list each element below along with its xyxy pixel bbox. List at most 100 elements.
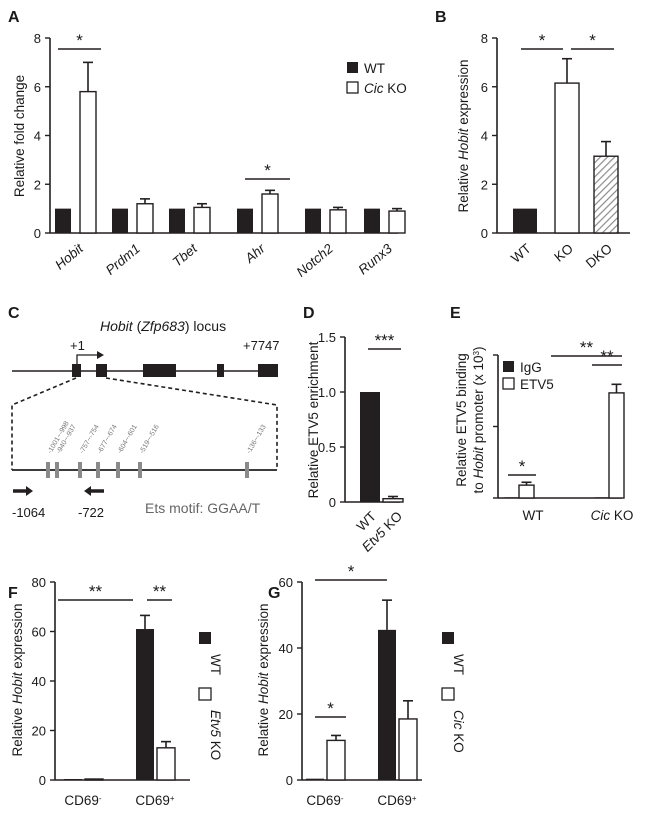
exon-3 <box>143 364 176 377</box>
x-category-label: CD69- <box>64 793 102 808</box>
x-category-label: Runx3 <box>355 240 395 277</box>
bar-ko <box>326 739 346 781</box>
ets-site-mark <box>245 462 249 478</box>
legend-igg-swatch <box>503 361 514 372</box>
exon-5 <box>258 364 278 377</box>
bar-igg <box>504 497 520 499</box>
ets-site-label: -136~-133 <box>246 424 268 455</box>
panel-b-chart: Relative Hobit expression 0 2 4 6 8 WT KO DKO * * <box>456 31 630 271</box>
legend-cic-ko-label-g: Cic KO <box>451 710 466 753</box>
legend-wt-swatch <box>347 62 358 73</box>
panel-g-y-tick-label: 20 <box>279 707 293 722</box>
panel-g-ylabel: Relative Hobit expression <box>256 603 271 756</box>
bar-wt <box>64 779 82 780</box>
panel-e-ylabel-line1: Relative ETV5 binding <box>454 353 469 487</box>
panel-b-ylabel: Relative Hobit expression <box>456 59 471 212</box>
zoom-connector-right <box>105 377 278 470</box>
panel-f-legend: WT Etv5 KO <box>198 632 223 760</box>
panel-letter-g: G <box>268 585 280 602</box>
panel-letter-a: A <box>8 9 20 26</box>
bar-cic-ko <box>388 210 406 234</box>
primer-right-label: -722 <box>78 505 104 520</box>
panel-letter-c: C <box>8 305 20 322</box>
x-category-label: Tbet <box>170 240 201 270</box>
primer-left-label: -1064 <box>12 505 45 520</box>
panel-e-chart: Relative ETV5 binding to Hobit promoter … <box>454 338 633 523</box>
x-category-label: CD69+ <box>135 793 175 808</box>
panel-a-y-tick-label: 2 <box>34 177 41 192</box>
bar-etv5 <box>608 392 625 499</box>
exon-4 <box>217 364 224 377</box>
ets-site-mark <box>96 462 100 478</box>
panel-a-ylabel: Relative fold change <box>12 75 27 197</box>
sig-cross-label: ** <box>580 338 594 357</box>
x-category-label: CD69+ <box>377 793 417 808</box>
panel-a-y-tick-label: 4 <box>34 129 41 144</box>
panel-letter-b: B <box>435 9 447 26</box>
legend-igg-label: IgG <box>520 360 542 375</box>
x-category-label: Ahr <box>241 240 268 266</box>
bar-0 <box>360 392 380 502</box>
panel-g-legend: WT Cic KO <box>441 632 466 753</box>
sig-ko-dko-label: * <box>589 31 596 50</box>
bar-wt <box>305 208 321 233</box>
legend-etv5-ko-swatch-f <box>198 687 212 701</box>
sig-ahr-label: * <box>264 161 271 180</box>
bar-wt <box>169 208 185 233</box>
bar-cic-ko <box>193 206 211 234</box>
ets-site-label: -604~-601 <box>117 424 139 455</box>
bar-ko <box>84 778 104 781</box>
panel-a-y-tick-label: 0 <box>34 226 41 241</box>
x-category-label: Hobit <box>52 240 87 273</box>
ets-site-mark <box>46 462 50 478</box>
panel-d-ylabel: Relative ETV5 enrichment <box>306 341 321 498</box>
legend-wt-label: WT <box>364 61 385 76</box>
legend-wt-swatch-f <box>199 632 211 644</box>
sig-wt-etv5-label: *** <box>375 331 395 350</box>
legend-cic-ko-swatch <box>346 81 359 94</box>
legend-wt-label-f: WT <box>208 654 223 675</box>
panel-d-y-tick-label: 1.5 <box>318 330 336 345</box>
bar-1 <box>382 498 404 503</box>
panel-a-legend: WT Cic KO <box>346 61 407 96</box>
x-category-label: KO <box>551 241 576 265</box>
panel-b-y-tick-label: 8 <box>481 31 488 46</box>
ets-site-label: -519~-516 <box>139 424 161 455</box>
panel-g-chart: Relative Hobit expression WT Cic KO 0 20 4… <box>256 562 466 808</box>
panel-d-y-tick-label: 0 <box>329 495 336 510</box>
ets-site-mark <box>116 462 120 478</box>
panel-f-y-tick-label: 60 <box>32 625 46 640</box>
bar-ko <box>156 747 176 781</box>
bar-igg <box>594 497 610 499</box>
bar-ko <box>398 718 418 781</box>
panel-a-y-tick-label: 8 <box>34 31 41 46</box>
ets-site-mark <box>78 462 82 478</box>
sig-wt-ko-label: * <box>539 31 546 50</box>
legend-cic-ko-swatch-g <box>441 687 455 701</box>
ets-site-mark <box>138 462 142 478</box>
panel-a-y-tick-label: 6 <box>34 80 41 95</box>
panel-b-y-tick-label: 0 <box>481 226 488 241</box>
bar-cic-ko <box>79 90 97 234</box>
panel-letter-e: E <box>450 305 461 322</box>
panel-b-y-tick-label: 4 <box>481 129 488 144</box>
panel-f-sig-label: ** <box>153 582 167 601</box>
tss-arrow-head <box>97 351 104 359</box>
bar-wt <box>364 208 380 233</box>
legend-wt-swatch-g <box>442 632 454 644</box>
panel-g-y-tick-label: 40 <box>279 641 293 656</box>
zoom-connector-left <box>11 377 77 470</box>
primer-left-arrow <box>13 486 33 496</box>
tss-arrow <box>76 354 99 366</box>
exon-1 <box>72 364 81 377</box>
bar-etv5 <box>518 484 535 499</box>
bar-cic-ko <box>329 209 347 234</box>
legend-wt-label-g: WT <box>451 654 466 675</box>
exon-2 <box>96 364 107 377</box>
panel-b-y-tick-label: 6 <box>481 80 488 95</box>
panel-g-sig-label: * <box>348 562 355 581</box>
panel-f-y-tick-label: 0 <box>39 773 46 788</box>
x-category-label: Notch2 <box>294 240 337 279</box>
locus-end-label: +7747 <box>243 338 280 353</box>
panel-f-ylabel: Relative Hobit expression <box>10 603 25 756</box>
